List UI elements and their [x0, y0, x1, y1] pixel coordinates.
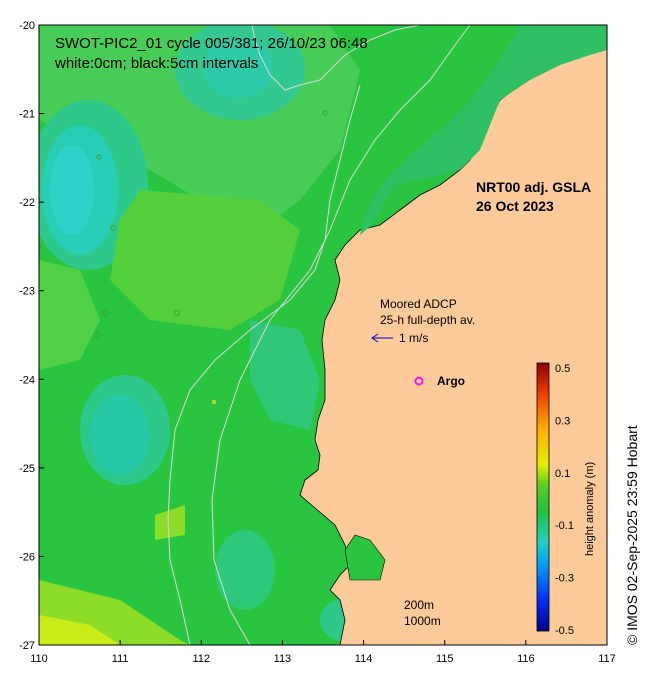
- product-date: 26 Oct 2023: [476, 198, 554, 214]
- colorbar-tick-label: -0.1: [555, 520, 574, 532]
- adcp-label: Moored ADCP: [380, 297, 457, 311]
- title-line1: SWOT-PIC2_01 cycle 005/381; 26/10/23 06:…: [55, 35, 368, 52]
- colorbar-tick-label: 0.3: [555, 415, 570, 427]
- y-tick-label: -20: [19, 20, 35, 32]
- x-tick-label: 115: [436, 653, 454, 665]
- x-tick-label: 111: [112, 653, 129, 665]
- plot-area: [39, 25, 607, 645]
- x-axis-ticks: 110 111 112 113 114 115 116 117: [30, 640, 616, 665]
- adcp-sublabel: 25-h full-depth av.: [380, 313, 475, 327]
- title-line2: white:0cm; black:5cm intervals: [54, 55, 258, 72]
- x-tick-label: 114: [355, 653, 373, 665]
- x-tick-label: 116: [517, 653, 535, 665]
- y-axis-ticks: -20 -21 -22 -23 -24 -25 -26 -27: [19, 20, 44, 652]
- y-tick-label: -22: [19, 197, 35, 209]
- australia-land: [299, 25, 607, 645]
- isobath-200-label: 200m: [404, 598, 434, 612]
- x-tick-label: 112: [193, 653, 211, 665]
- x-tick-label: 117: [598, 653, 616, 665]
- y-tick-label: -27: [19, 640, 35, 652]
- y-tick-label: -21: [19, 109, 35, 121]
- y-tick-label: -24: [19, 374, 35, 386]
- colorbar-tick-label: 0.5: [555, 363, 570, 375]
- y-tick-label: -25: [19, 463, 35, 475]
- credit-text: © IMOS 02-Sep-2025 23:59 Hobart: [624, 425, 640, 645]
- isobath-1000-label: 1000m: [404, 614, 441, 628]
- colorbar-ticks: 0.5 0.3 0.1 -0.1 -0.3 -0.5: [555, 363, 574, 637]
- adcp-scale-label: 1 m/s: [399, 331, 428, 345]
- colorbar: 0.5 0.3 0.1 -0.1 -0.3 -0.5 height anomaly (m): [536, 362, 596, 637]
- colorbar-tick-label: -0.3: [555, 573, 574, 585]
- argo-marker: [414, 376, 424, 386]
- isobaths: [167, 25, 471, 645]
- y-tick-label: -26: [19, 551, 35, 563]
- colorbar-ramp: [536, 362, 550, 632]
- adcp-scale-arrow: [371, 333, 393, 343]
- anomaly-field: [39, 25, 400, 645]
- plot-frame: [38, 24, 608, 646]
- argo-label: Argo: [437, 374, 465, 388]
- product-name: NRT00 adj. GSLA: [476, 179, 591, 195]
- y-tick-label: -23: [19, 286, 35, 298]
- colorbar-label: height anomaly (m): [584, 462, 596, 556]
- colorbar-tick-label: -0.5: [555, 625, 574, 637]
- x-tick-label: 110: [30, 653, 48, 665]
- colorbar-tick-label: 0.1: [555, 468, 570, 480]
- mooring-markers: [39, 110, 328, 470]
- x-tick-label: 113: [274, 653, 292, 665]
